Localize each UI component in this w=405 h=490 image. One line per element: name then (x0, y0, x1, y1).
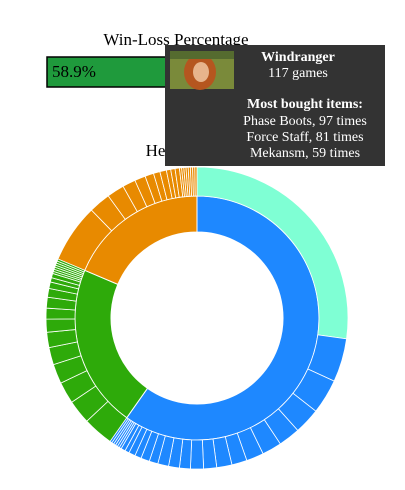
hero-portrait (170, 51, 234, 90)
tooltip: Windranger 117 games Most bought items: … (165, 45, 385, 166)
item: Phase Boots, 97 times (243, 114, 367, 129)
item: Force Staff, 81 times (246, 130, 363, 145)
hero-name: Windranger (261, 50, 335, 65)
item: Mekansm, 59 times (250, 146, 360, 161)
items-heading: Most bought items: (247, 97, 363, 112)
win-loss-title: Win-Loss Percentage (103, 30, 248, 49)
hero-arc (189, 439, 205, 470)
sunburst (45, 166, 349, 470)
bar-label: 58.9% (52, 62, 96, 81)
hero-arc (45, 318, 76, 333)
hero-arc (194, 166, 198, 197)
hero-games: 117 games (268, 66, 328, 81)
